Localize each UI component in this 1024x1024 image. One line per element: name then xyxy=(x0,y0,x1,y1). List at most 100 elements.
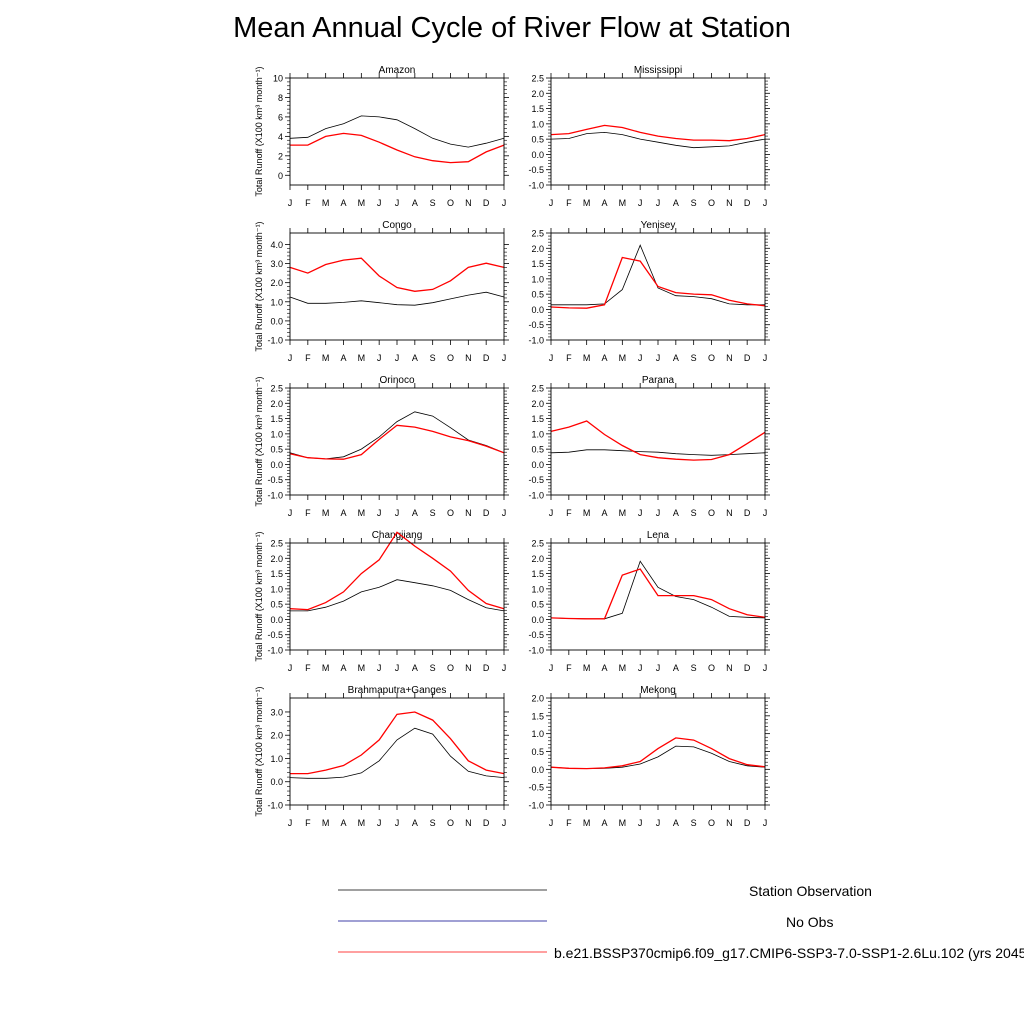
x-tick-label: F xyxy=(305,818,311,828)
series-line-b-e21-bssp370cmip6-f09-g-yenisey xyxy=(550,256,766,309)
x-tick-label: M xyxy=(619,818,627,828)
y-tick-label: 2.0 xyxy=(531,694,544,704)
series-line-b-e21-bssp370cmip6-f09-g-mekong xyxy=(550,737,766,770)
y-tick-label: 0.5 xyxy=(531,600,544,610)
y-tick-label: 2.0 xyxy=(531,399,544,409)
x-tick-label: A xyxy=(673,663,679,673)
x-tick-label: S xyxy=(691,663,697,673)
x-tick-label: A xyxy=(340,508,346,518)
x-tick-label: A xyxy=(601,353,607,363)
panel-title-mekong: Mekong xyxy=(640,685,676,696)
y-tick-label: 2.5 xyxy=(270,384,283,394)
y-tick-label: 0.0 xyxy=(531,305,544,315)
y-tick-label: 0.0 xyxy=(531,615,544,625)
panel-yenisey: Yenisey-1.0-0.50.00.51.01.52.02.5J F M A M J J… xyxy=(528,220,770,363)
x-tick-label: A xyxy=(412,508,418,518)
x-tick-label: A xyxy=(601,508,607,518)
y-tick-label: 3.0 xyxy=(270,259,283,269)
x-tick-label: D xyxy=(483,353,490,363)
x-tick-label: F xyxy=(566,508,572,518)
panel-parana: Parana-1.0-0.50.00.51.01.52.02.5J F M A M J J A… xyxy=(528,375,770,518)
x-tick-label: J xyxy=(656,818,661,828)
y-axis-label: Total Runoff (X100 km³ month⁻¹) xyxy=(254,531,264,661)
x-tick-label: J xyxy=(395,508,400,518)
y-tick-label: 1.0 xyxy=(531,274,544,284)
plot-frame xyxy=(289,77,505,186)
x-tick-label: N xyxy=(465,198,472,208)
x-tick-label: J xyxy=(502,663,507,673)
x-tick-label: A xyxy=(673,818,679,828)
series-line-b-e21-bssp370cmip6-f09-g-changjiang xyxy=(289,531,505,611)
y-tick-label: 0.0 xyxy=(270,460,283,470)
y-tick-label: -0.5 xyxy=(528,783,544,793)
plot-frame xyxy=(550,232,766,341)
y-tick-label: -0.5 xyxy=(528,475,544,485)
panel-title-yenisey: Yenisey xyxy=(641,220,676,231)
y-tick-label: 1.5 xyxy=(531,104,544,114)
series-line-station-observation-mekong xyxy=(550,745,766,770)
x-tick-label: S xyxy=(691,353,697,363)
y-tick-label: 1.0 xyxy=(270,429,283,439)
x-tick-label: D xyxy=(483,818,490,828)
x-tick-label: J xyxy=(288,818,293,828)
x-tick-label: M xyxy=(583,198,591,208)
x-tick-label: S xyxy=(430,508,436,518)
x-tick-label: J xyxy=(377,353,382,363)
x-tick-label: D xyxy=(483,198,490,208)
x-tick-label: N xyxy=(726,818,733,828)
y-tick-label: 0.5 xyxy=(270,445,283,455)
plot-frame xyxy=(550,697,766,806)
x-tick-label: F xyxy=(305,508,311,518)
x-tick-label: M xyxy=(583,663,591,673)
x-tick-label: D xyxy=(744,663,751,673)
y-tick-label: 1.0 xyxy=(531,729,544,739)
y-tick-label: 1.5 xyxy=(270,569,283,579)
x-tick-label: J xyxy=(549,818,554,828)
x-tick-label: J xyxy=(549,353,554,363)
x-tick-label: J xyxy=(395,353,400,363)
x-tick-label: D xyxy=(744,818,751,828)
x-tick-label: M xyxy=(322,198,330,208)
x-tick-label: O xyxy=(708,508,715,518)
y-tick-label: 2.0 xyxy=(531,244,544,254)
legend-label-observation: Station Observation xyxy=(749,883,872,899)
y-tick-label: 0.5 xyxy=(531,445,544,455)
series-line-b-e21-bssp370cmip6-f09-g-congo xyxy=(289,257,505,292)
panel-brahmaputra-ganges: Brahmaputra+Ganges-1.00.01.02.03.0J F M A M J… xyxy=(254,685,509,828)
x-tick-label: J xyxy=(288,508,293,518)
x-tick-label: M xyxy=(583,818,591,828)
series-line-b-e21-bssp370cmip6-f09-g-amazon xyxy=(290,132,505,164)
x-tick-label: D xyxy=(744,198,751,208)
x-tick-label: J xyxy=(638,663,643,673)
y-tick-label: 0.5 xyxy=(531,747,544,757)
y-tick-label: 6 xyxy=(278,112,283,122)
y-tick-label: 2.0 xyxy=(270,731,283,741)
series-line-station-observation-congo xyxy=(289,291,505,306)
series-line-b-e21-bssp370cmip6-f09-g-brahmaputra-ganges xyxy=(290,711,505,775)
y-tick-label: 1.5 xyxy=(531,259,544,269)
x-tick-label: D xyxy=(483,663,490,673)
x-tick-label: M xyxy=(358,508,366,518)
y-tick-label: 2.5 xyxy=(531,539,544,549)
x-tick-label: N xyxy=(726,353,733,363)
x-tick-label: F xyxy=(566,663,572,673)
y-axis-label: Total Runoff (X100 km³ month⁻¹) xyxy=(254,66,264,196)
y-tick-label: 0.0 xyxy=(270,615,283,625)
y-tick-label: -0.5 xyxy=(528,630,544,640)
panel-title-orinoco: Orinoco xyxy=(379,375,414,386)
x-tick-label: J xyxy=(656,353,661,363)
x-tick-label: J xyxy=(288,663,293,673)
x-tick-label: J xyxy=(549,663,554,673)
x-tick-label: N xyxy=(465,508,472,518)
x-tick-label: J xyxy=(763,508,768,518)
x-tick-label: M xyxy=(322,508,330,518)
y-tick-label: 3.0 xyxy=(270,707,283,717)
y-tick-label: 0.5 xyxy=(270,600,283,610)
x-tick-label: S xyxy=(430,818,436,828)
x-tick-label: A xyxy=(340,198,346,208)
x-tick-label: J xyxy=(377,508,382,518)
x-tick-label: N xyxy=(726,663,733,673)
y-tick-label: 1.0 xyxy=(531,584,544,594)
x-tick-label: M xyxy=(619,508,627,518)
